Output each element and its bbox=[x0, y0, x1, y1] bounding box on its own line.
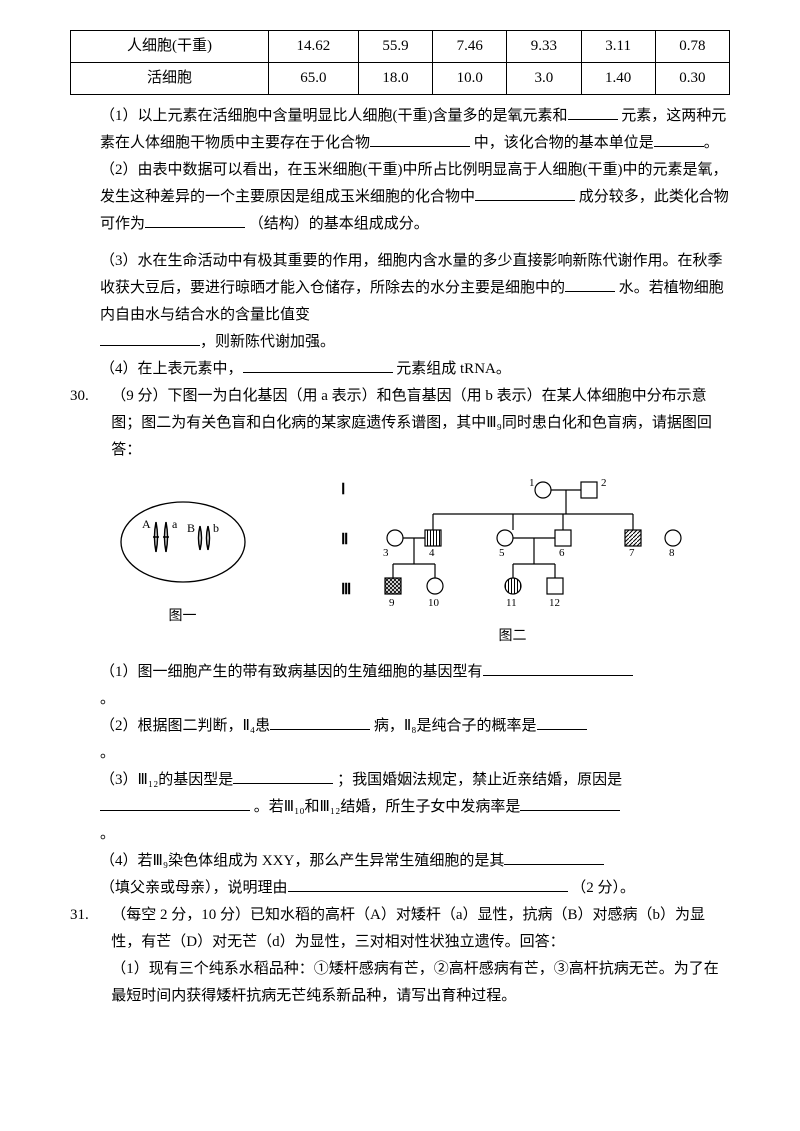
cell: 0.30 bbox=[655, 63, 729, 95]
label-a: a bbox=[172, 517, 178, 531]
fig1-label: 图一 bbox=[108, 604, 258, 629]
row-label: 活细胞 bbox=[71, 63, 269, 95]
cell: 18.0 bbox=[358, 63, 432, 95]
blank bbox=[100, 795, 250, 811]
text: ；我国婚姻法规定，禁止近亲结婚，原因是 bbox=[337, 772, 622, 788]
cell: 0.78 bbox=[655, 31, 729, 63]
num: 11 bbox=[506, 597, 517, 609]
num: 9 bbox=[389, 597, 395, 609]
blank bbox=[537, 714, 587, 730]
table-row: 人细胞(干重) 14.62 55.9 7.46 9.33 3.11 0.78 bbox=[71, 31, 730, 63]
q30-1: （1）图一细胞产生的带有致病基因的生殖细胞的基因型有 。 bbox=[70, 659, 730, 713]
cell: 14.62 bbox=[268, 31, 358, 63]
question-number: 30. bbox=[70, 383, 108, 410]
text: 。 bbox=[100, 826, 115, 842]
text: 。 bbox=[704, 135, 719, 151]
cell: 3.0 bbox=[507, 63, 581, 95]
blank bbox=[565, 276, 615, 292]
text: 。 bbox=[100, 745, 115, 761]
num: 2 bbox=[601, 477, 607, 489]
blank bbox=[483, 660, 633, 676]
blank bbox=[370, 131, 470, 147]
q30-3: （3）Ⅲ₁₂的基因型是 ；我国婚姻法规定，禁止近亲结婚，原因是 。若Ⅲ₁₀和Ⅲ₁… bbox=[70, 767, 730, 848]
num: 3 bbox=[383, 547, 389, 559]
num: 4 bbox=[429, 547, 435, 559]
num: 8 bbox=[669, 547, 675, 559]
text: 中，该化合物的基本单位是 bbox=[474, 135, 654, 151]
cell: 9.33 bbox=[507, 31, 581, 63]
blank bbox=[520, 795, 620, 811]
text: （1）以上元素在活细胞中含量明显比人细胞(干重)含量多的是氧元素和 bbox=[100, 108, 568, 124]
q30-stem: （9 分）下图一为白化基因（用 a 表示）和色盲基因（用 b 表示）在某人体细胞… bbox=[111, 383, 729, 464]
q29-3: （3）水在生命活动中有极其重要的作用，细胞内含水量的多少直接影响新陈代谢作用。在… bbox=[70, 248, 730, 356]
q30-4: （4）若Ⅲ₉染色体组成为 XXY，那么产生异常生殖细胞的是其 （填父亲或母亲），… bbox=[70, 848, 730, 902]
figure-2: Ⅰ Ⅱ Ⅲ 1 2 bbox=[333, 474, 693, 649]
blank bbox=[475, 185, 575, 201]
gen-1: Ⅰ bbox=[341, 482, 345, 498]
text: 。若Ⅲ₁₀和Ⅲ₁₂结婚，所生子女中发病率是 bbox=[254, 799, 521, 815]
blank bbox=[288, 876, 568, 892]
figure-row: A a B b 图一 bbox=[70, 474, 730, 649]
text: ，则新陈代谢加强。 bbox=[200, 334, 335, 350]
text: （2 分）。 bbox=[571, 880, 635, 896]
text: （1）图一细胞产生的带有致病基因的生殖细胞的基因型有 bbox=[100, 664, 483, 680]
num: 5 bbox=[499, 547, 505, 559]
element-table: 人细胞(干重) 14.62 55.9 7.46 9.33 3.11 0.78 活… bbox=[70, 30, 730, 95]
cell: 55.9 bbox=[358, 31, 432, 63]
cell: 65.0 bbox=[268, 63, 358, 95]
blank bbox=[233, 768, 333, 784]
q29-1: （1）以上元素在活细胞中含量明显比人细胞(干重)含量多的是氧元素和 元素，这两种… bbox=[70, 103, 730, 157]
figure-1: A a B b 图一 bbox=[108, 494, 258, 629]
gen-2: Ⅱ bbox=[341, 532, 348, 548]
q31: 31. （每空 2 分，10 分）已知水稻的高杆（A）对矮杆（a）显性，抗病（B… bbox=[70, 902, 730, 1010]
cell: 3.11 bbox=[581, 31, 655, 63]
label-A: A bbox=[142, 517, 151, 531]
blank bbox=[568, 104, 618, 120]
text: 。 bbox=[100, 691, 115, 707]
text: （结构）的基本组成成分。 bbox=[249, 216, 429, 232]
row-label: 人细胞(干重) bbox=[71, 31, 269, 63]
q29-4: （4）在上表元素中， 元素组成 tRNA。 bbox=[70, 356, 730, 383]
text: （4）在上表元素中， bbox=[100, 361, 243, 377]
q31-stem: （每空 2 分，10 分）已知水稻的高杆（A）对矮杆（a）显性，抗病（B）对感病… bbox=[111, 907, 705, 950]
blank bbox=[270, 714, 370, 730]
text: （2）根据图二判断，Ⅱ₄患 bbox=[100, 718, 270, 734]
question-number: 31. bbox=[70, 902, 108, 929]
label-b: b bbox=[213, 521, 219, 535]
num: 7 bbox=[629, 547, 635, 559]
num: 6 bbox=[559, 547, 565, 559]
cell: 7.46 bbox=[433, 31, 507, 63]
blank bbox=[504, 849, 604, 865]
blank bbox=[243, 357, 393, 373]
cell: 10.0 bbox=[433, 63, 507, 95]
cell: 1.40 bbox=[581, 63, 655, 95]
text: 元素组成 tRNA。 bbox=[396, 361, 511, 377]
table-row: 活细胞 65.0 18.0 10.0 3.0 1.40 0.30 bbox=[71, 63, 730, 95]
text: （4）若Ⅲ₉染色体组成为 XXY，那么产生异常生殖细胞的是其 bbox=[100, 853, 504, 869]
num: 1 bbox=[529, 477, 535, 489]
text: 病，Ⅱ₈是纯合子的概率是 bbox=[374, 718, 537, 734]
q30: 30. （9 分）下图一为白化基因（用 a 表示）和色盲基因（用 b 表示）在某… bbox=[70, 383, 730, 464]
num: 10 bbox=[428, 597, 440, 609]
blank bbox=[145, 212, 245, 228]
fig2-label: 图二 bbox=[333, 624, 693, 649]
text: （填父亲或母亲），说明理由 bbox=[100, 880, 288, 896]
num: 12 bbox=[549, 597, 560, 609]
label-B: B bbox=[187, 521, 195, 535]
gen-3: Ⅲ bbox=[341, 582, 351, 598]
text: （3）Ⅲ₁₂的基因型是 bbox=[100, 772, 233, 788]
q31-1: （1）现有三个纯系水稻品种：①矮杆感病有芒，②高杆感病有芒，③高杆抗病无芒。为了… bbox=[111, 961, 719, 1004]
q30-2: （2）根据图二判断，Ⅱ₄患 病，Ⅱ₈是纯合子的概率是 。 bbox=[70, 713, 730, 767]
blank bbox=[100, 330, 200, 346]
blank bbox=[654, 131, 704, 147]
q29-2: （2）由表中数据可以看出，在玉米细胞(干重)中所占比例明显高于人细胞(干重)中的… bbox=[70, 157, 730, 238]
